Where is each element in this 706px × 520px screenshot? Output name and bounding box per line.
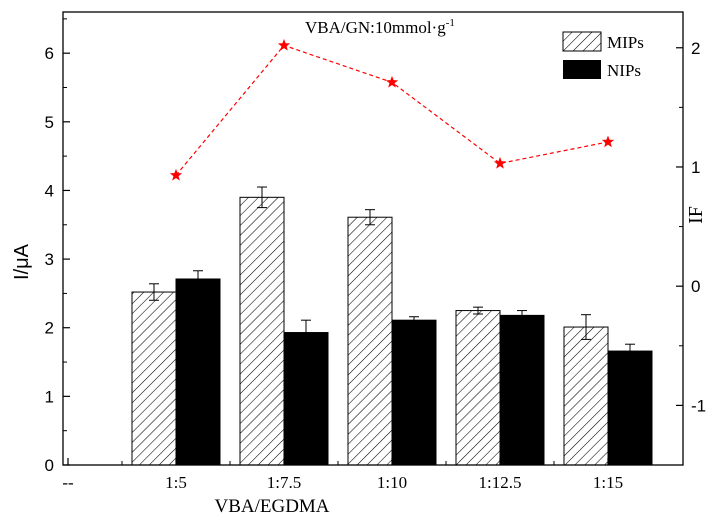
bar-nips xyxy=(283,332,329,466)
bar-mips xyxy=(563,326,609,466)
legend-swatch-mips xyxy=(562,31,602,52)
if-line xyxy=(175,44,609,176)
if-point-star xyxy=(169,168,183,181)
chart-title: VBA/GN:10mmol·g-1 xyxy=(305,17,455,37)
y-tick-label: 5 xyxy=(45,113,54,132)
error-bar xyxy=(257,186,267,209)
if-point-star xyxy=(601,135,615,148)
x-tick-label: 1:12.5 xyxy=(479,473,522,492)
axes-layer: 0 1 2 3 4 5 6 -1 0 1 2 -- 1:5 1:7.5 1:10 1:12.5 1:15 xyxy=(45,18,706,492)
x-tick-label: 1:5 xyxy=(165,473,187,492)
if-point-star xyxy=(385,75,399,88)
legend-swatch-nips xyxy=(563,60,601,79)
y2-tick-label: 0 xyxy=(691,277,700,296)
y-tick-label: 0 xyxy=(45,456,54,475)
bar-mips xyxy=(239,196,285,466)
bar-mips xyxy=(347,216,393,466)
bars-layer xyxy=(131,196,653,466)
if-point-star xyxy=(493,156,507,169)
y2-axis-label: IF xyxy=(685,206,706,224)
legend-label-nips: NIPs xyxy=(607,61,641,80)
x-tick-label: 1:10 xyxy=(377,473,407,492)
bar-nips xyxy=(607,350,653,466)
error-bar xyxy=(625,343,635,359)
bar-nips xyxy=(391,319,437,466)
y2-tick-label: 1 xyxy=(691,158,700,177)
if-line-layer xyxy=(169,38,615,181)
error-bar xyxy=(581,314,591,340)
legend-label-mips: MIPs xyxy=(607,33,644,52)
y-axis-label: I/μA xyxy=(11,243,33,280)
x-axis-label: VBA/EGDMA xyxy=(214,496,329,517)
y2-tick-label: -1 xyxy=(691,396,706,415)
y-tick-label: 1 xyxy=(45,387,54,406)
error-bar xyxy=(149,283,159,301)
error-bar xyxy=(409,316,419,325)
bar-nips xyxy=(175,278,221,466)
y-tick-label: 6 xyxy=(45,44,54,63)
bar-mips xyxy=(131,291,177,466)
legend: MIPs NIPs xyxy=(562,31,644,80)
x-tick-label: 1:15 xyxy=(593,473,623,492)
y2-tick-label: 2 xyxy=(691,39,700,58)
error-bar xyxy=(473,306,483,315)
error-bar xyxy=(365,209,375,226)
error-bars-layer xyxy=(149,186,635,359)
x-tick-label: 1:7.5 xyxy=(267,473,301,492)
error-bar xyxy=(193,270,203,288)
x-tick-label: -- xyxy=(62,473,74,492)
y-tick-label: 2 xyxy=(45,319,54,338)
y-tick-label: 4 xyxy=(45,181,54,200)
plot-frame xyxy=(62,11,684,466)
error-bar xyxy=(301,319,311,346)
error-bar xyxy=(517,310,527,321)
bar-mips xyxy=(455,310,501,466)
y-tick-label: 3 xyxy=(45,250,54,269)
bar-nips xyxy=(499,314,545,466)
if-point-star xyxy=(277,38,291,51)
